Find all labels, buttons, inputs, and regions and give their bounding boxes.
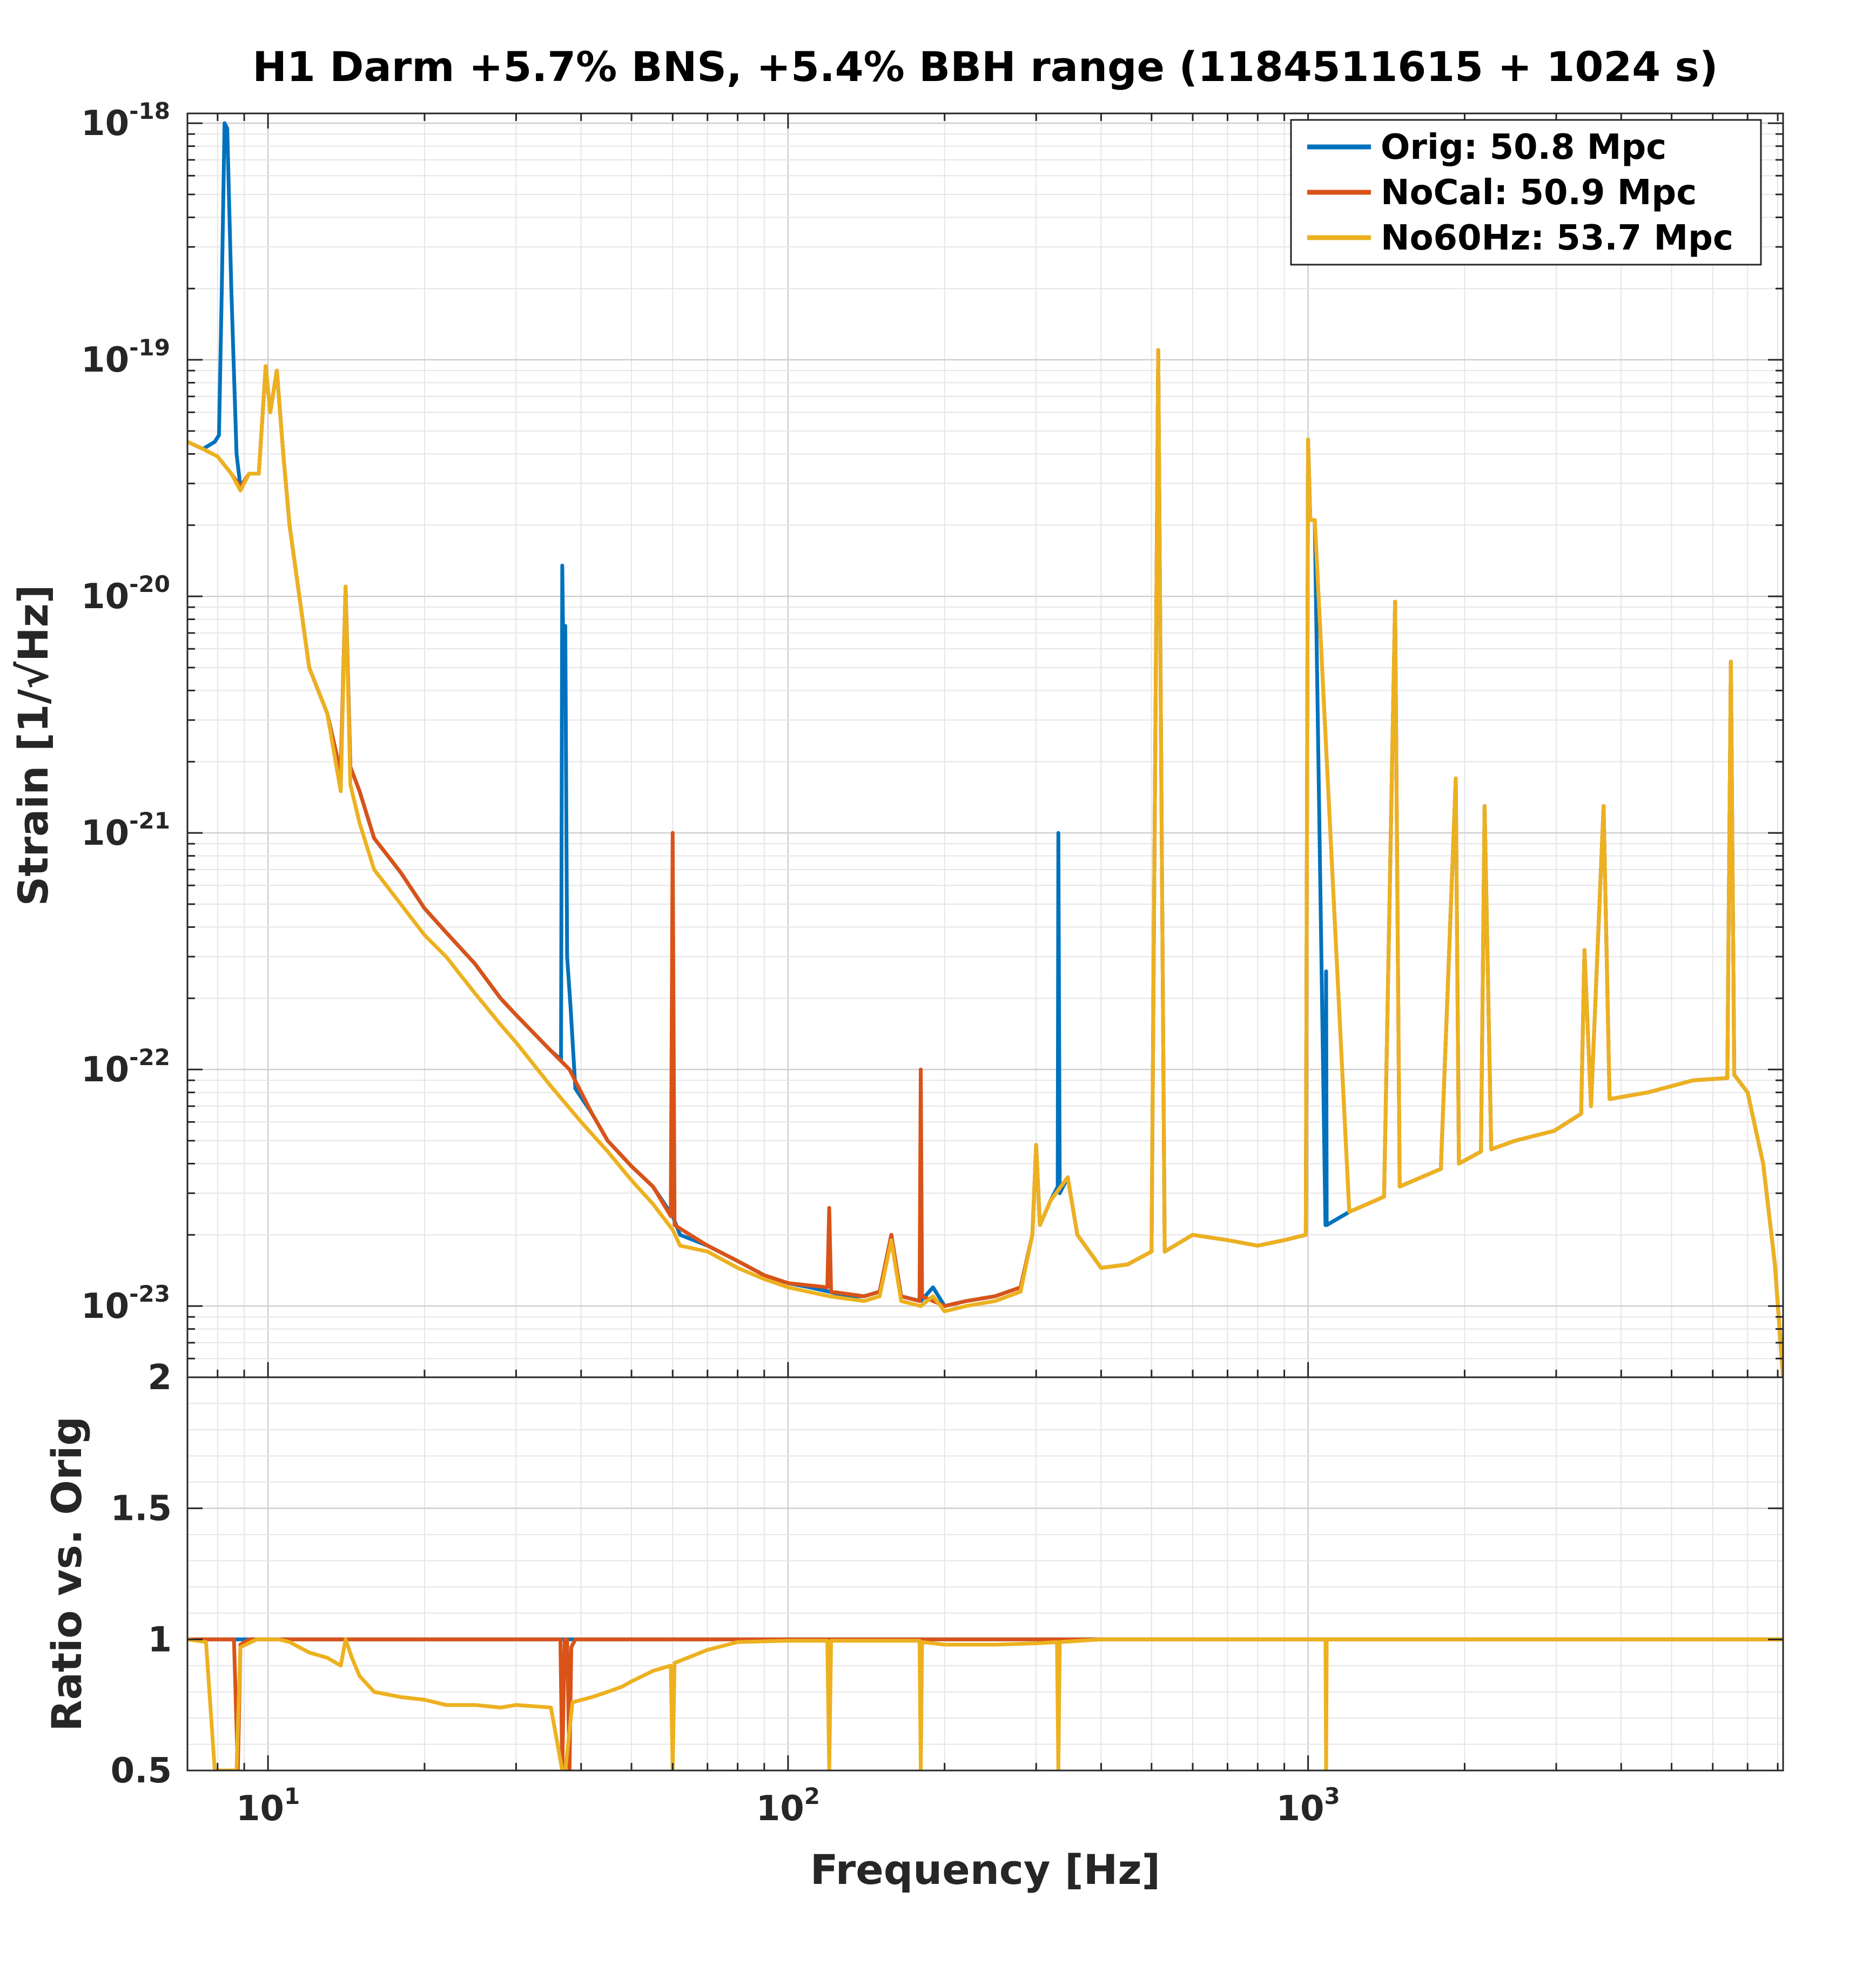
tick-exponent: 2: [804, 1783, 820, 1809]
y-tick-label: 10-19: [81, 334, 170, 380]
tick-exponent: -22: [129, 1044, 170, 1070]
y-tick-label: 10-20: [81, 571, 170, 617]
tick-exponent: -23: [129, 1281, 170, 1307]
tick-base: 10: [81, 1050, 129, 1090]
plot-frame-top: [186, 112, 1784, 1378]
strain-series-no60hz: [187, 348, 1783, 1377]
x-tick-label: 102: [756, 1783, 820, 1829]
grid-top: [187, 113, 1783, 1378]
tick-exponent: -18: [129, 98, 170, 124]
y-tick-label: 0.5: [111, 1751, 172, 1791]
tick-exponent: 3: [1324, 1783, 1340, 1809]
tick-exponent: -20: [129, 571, 170, 597]
x-axis-label: Frequency [Hz]: [810, 1846, 1161, 1894]
series-layer-top: [187, 121, 1783, 1377]
series-layer-bottom: [187, 1637, 1783, 1770]
tick-base: 10: [756, 1789, 804, 1829]
legend-label-nocal: NoCal: 50.9 Mpc: [1381, 173, 1697, 213]
tick-base: 10: [1276, 1789, 1324, 1829]
legend-label-no60hz: No60Hz: 53.7 Mpc: [1381, 218, 1733, 258]
strain-series-orig: [187, 121, 1783, 1377]
plot-frame-bottom: [186, 1376, 1784, 1772]
legend: Orig: 50.8 Mpc NoCal: 50.9 Mpc No60Hz: 5…: [1290, 119, 1762, 266]
y-tick-label: 10-23: [81, 1281, 170, 1327]
y-tick-label: 10-21: [81, 807, 170, 853]
y-tick-label: 1.5: [111, 1489, 172, 1529]
tick-base: 10: [236, 1789, 284, 1829]
y-axis-label-top: Strain [1/√Hz]: [9, 584, 57, 906]
x-tick-label: 103: [1276, 1783, 1340, 1829]
y-tick-label: 2: [147, 1358, 172, 1398]
chart-title: H1 Darm +5.7% BNS, +5.4% BBH range (1184…: [252, 43, 1718, 91]
strain-series-nocal: [187, 348, 1783, 1377]
y-tick-label: 10-22: [81, 1044, 170, 1090]
tick-exponent: 1: [284, 1783, 300, 1809]
legend-label-orig: Orig: 50.8 Mpc: [1381, 127, 1666, 167]
x-tick-label: 101: [236, 1783, 300, 1829]
tick-base: 10: [81, 813, 129, 853]
ratio-series-nocal: [187, 1637, 1783, 1770]
tick-base: 10: [81, 1287, 129, 1327]
y-tick-label: 10-18: [81, 98, 170, 144]
y-tick-label: 1: [147, 1620, 172, 1660]
tick-base: 10: [81, 104, 129, 144]
grid-bottom: [187, 1376, 1783, 1772]
y-axis-label-bottom: Ratio vs. Orig: [43, 1416, 91, 1732]
tick-base: 10: [81, 577, 129, 617]
ratio-series-no60hz: [187, 1637, 1783, 1770]
tick-base: 10: [81, 340, 129, 380]
tick-exponent: -21: [129, 807, 170, 834]
tick-exponent: -19: [129, 334, 170, 361]
